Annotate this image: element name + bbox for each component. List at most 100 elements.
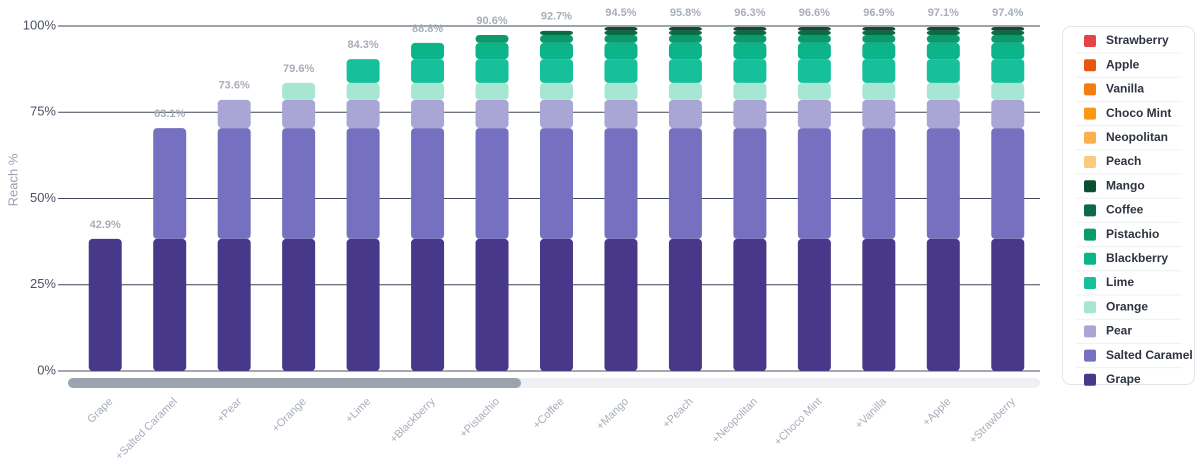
legend-label: Lime (1106, 275, 1134, 289)
bar-segment (411, 59, 445, 83)
bar-segment (926, 82, 960, 100)
bar-segment (862, 30, 896, 35)
bar-segment (797, 59, 831, 83)
legend-label: Pear (1106, 324, 1132, 338)
legend-label: Peach (1106, 154, 1141, 168)
bar-segment (217, 238, 251, 371)
legend-swatch (1084, 180, 1096, 193)
bar-segment (862, 128, 896, 239)
legend-label: Apple (1106, 57, 1140, 71)
bar-segment (926, 34, 960, 43)
bar-segment (733, 42, 767, 60)
bar-segment (346, 82, 380, 100)
bar-segment (733, 238, 767, 371)
bar-segment (862, 82, 896, 100)
bar-segment (540, 34, 573, 43)
bar-segment (668, 59, 702, 83)
bar-segment (733, 59, 767, 83)
bar-segment (926, 99, 960, 129)
bar-segment (346, 238, 380, 371)
legend-label: Pistachio (1106, 227, 1159, 241)
bar-segment (604, 42, 638, 60)
bar-segment (475, 99, 509, 129)
bar-segment (668, 42, 702, 60)
x-tick-label: +Pear (215, 395, 245, 425)
legend-swatch (1084, 107, 1096, 120)
legend-swatch (1084, 325, 1096, 338)
bar-segment (668, 128, 702, 239)
total-label: 90.6% (476, 15, 507, 27)
legend-label: Strawberry (1106, 33, 1169, 47)
legend-label: Neopolitan (1106, 130, 1168, 144)
total-label: 97.4% (992, 7, 1023, 19)
bar-segment (475, 128, 509, 239)
bar-segment (797, 99, 831, 129)
total-label: 63.1% (154, 108, 185, 120)
bar-segment (540, 128, 573, 239)
x-tick-label: +Vanilla (853, 395, 889, 431)
legend-swatch (1084, 252, 1096, 265)
bar-segment (733, 99, 767, 129)
bar-segment (991, 82, 1025, 100)
bar-segment (346, 128, 380, 239)
x-tick-label: +Coffee (531, 396, 567, 432)
bar-segment (475, 42, 509, 60)
legend-label: Choco Mint (1106, 106, 1171, 120)
bar-segment (862, 238, 896, 371)
bar-segment (991, 59, 1025, 83)
legend-swatch (1084, 131, 1096, 144)
total-label: 94.5% (605, 7, 636, 19)
total-label: 79.6% (283, 63, 314, 75)
bar-segment (475, 34, 509, 43)
x-tick-label: +Orange (270, 396, 309, 435)
bar-segment (153, 238, 187, 371)
total-label: 96.9% (863, 7, 894, 19)
legend-label: Coffee (1106, 203, 1144, 217)
total-label: 84.3% (347, 39, 378, 51)
x-tick-label: +Strawberry (967, 395, 1018, 446)
bar-segment (991, 42, 1025, 60)
bar-segment (604, 34, 638, 43)
legend-swatch (1084, 35, 1096, 47)
bar-segment (797, 30, 831, 35)
bar-segment (411, 42, 445, 60)
bar-segment (991, 99, 1025, 129)
bar-segment (991, 34, 1025, 43)
x-tick-label: +Peach (661, 396, 696, 431)
scrollbar-thumb[interactable] (68, 378, 521, 388)
bar-segment (411, 128, 445, 239)
bar-segment (862, 34, 896, 43)
bar-segment (411, 238, 445, 371)
x-tick-label: +Lime (343, 396, 373, 426)
y-tick-label: 50% (30, 190, 56, 205)
bar-segment (862, 99, 896, 129)
legend-swatch (1084, 349, 1096, 362)
legend-swatch (1084, 156, 1096, 168)
y-tick-label: 25% (30, 276, 56, 291)
x-tick-label: +Pistachio (458, 396, 503, 441)
legend-swatch (1084, 301, 1096, 314)
bar-segment (153, 128, 187, 239)
bar-segment (991, 128, 1025, 239)
bar-segment (604, 27, 638, 31)
bar-segment (346, 59, 380, 83)
bar-segment (926, 59, 960, 83)
x-tick-label: +Neopolitan (710, 396, 760, 446)
bar-segment (926, 128, 960, 239)
bar-segment (797, 27, 831, 31)
y-tick-label: 100% (23, 17, 57, 32)
bar-segment (926, 42, 960, 60)
y-tick-label: 75% (30, 104, 56, 119)
bar-segment (88, 238, 122, 371)
legend-swatch (1084, 277, 1096, 289)
bar-segment (604, 99, 638, 129)
x-tick-label: +Choco Mint (772, 396, 824, 448)
bar-segment (540, 59, 573, 83)
bar-segment (604, 128, 638, 239)
x-tick-label: +Salted Caramel (113, 396, 180, 463)
total-label: 73.6% (219, 80, 250, 92)
bar-segment (926, 30, 960, 35)
legend-label: Blackberry (1106, 251, 1168, 265)
x-tick-label: +Blackberry (388, 395, 438, 445)
